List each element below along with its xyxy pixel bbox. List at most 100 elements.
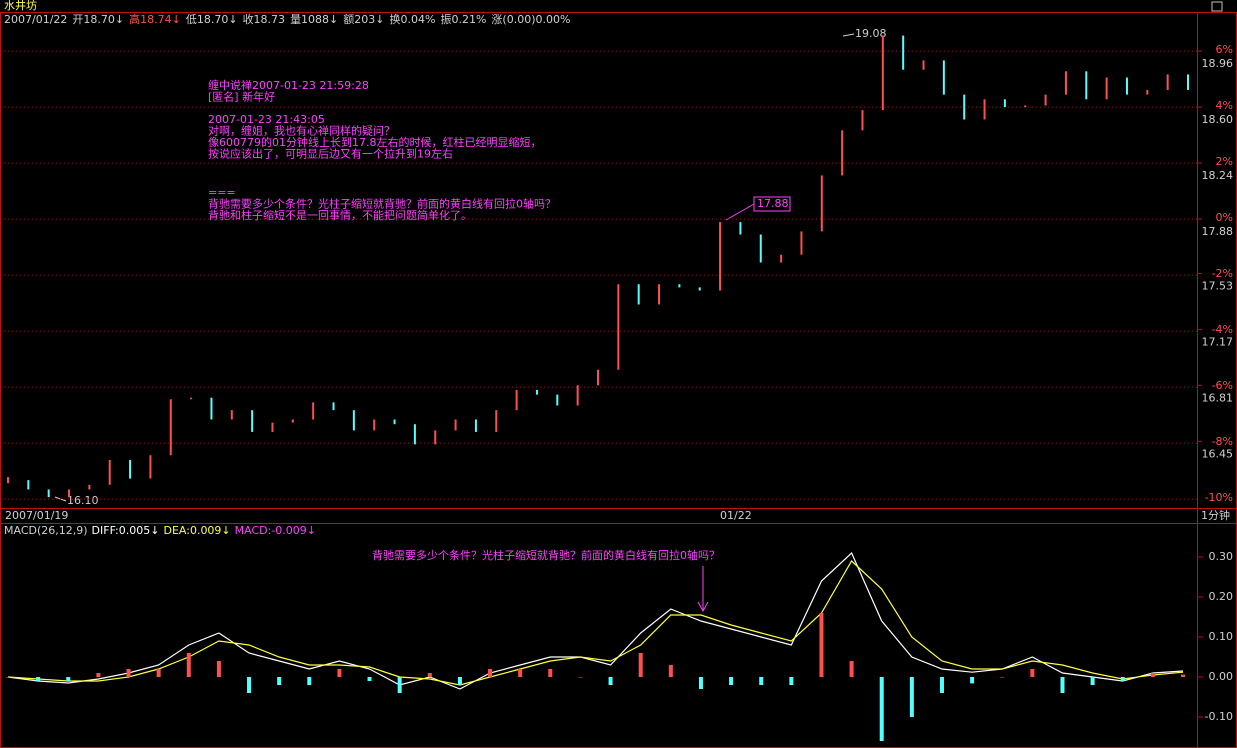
y2-tick-label: 6% [1216, 43, 1233, 56]
y-tick-label: 0.00 [1209, 670, 1234, 683]
macd-bar [759, 677, 764, 685]
macd-bar [247, 677, 252, 693]
comment-line: 背驰和柱子缩短不是一回事情，不能把问题简单化了。 [208, 208, 472, 222]
macd-bar [126, 669, 131, 677]
macd-bar [337, 669, 342, 677]
comment-line: 对啊，缠姐，我也有心禅同样的疑问？ [208, 124, 395, 138]
annotation: 19.08 [855, 27, 887, 40]
macd-bar [909, 677, 914, 717]
macd-bar [939, 677, 944, 693]
annotation: 17.88 [757, 197, 789, 210]
header-item: 涨(0.00)0.00% [491, 13, 570, 26]
y2-tick-label: -8% [1212, 435, 1233, 448]
macd-note: 背驰需要多少个条件？光柱子缩短就背驰？前面的黄白线有回拉0轴吗？ [372, 548, 720, 562]
macd-line [7, 560, 1184, 686]
header-item: 开18.70↓ [72, 13, 124, 26]
macd-bar [1120, 677, 1125, 681]
y-tick-label: 18.60 [1202, 113, 1234, 126]
header-item: 低18.70↓ [186, 13, 238, 26]
macd-bar [578, 677, 583, 678]
macd-bar [879, 677, 884, 741]
note-arrow-head [697, 601, 709, 613]
macd-bar [427, 673, 432, 677]
macd-bar [518, 669, 523, 677]
macd-bar [729, 677, 734, 685]
header-item: 量1088↓ [290, 13, 338, 26]
header-item: 振0.21% [440, 12, 486, 26]
period-label[interactable]: 1分钟 [1201, 508, 1230, 522]
y2-tick-label: -4% [1212, 323, 1233, 336]
macd-bar [6, 677, 10, 678]
y2-tick-label: 2% [1216, 155, 1233, 168]
y2-tick-label: 0% [1216, 211, 1233, 224]
macd-bar [698, 677, 703, 689]
macd-bar [367, 677, 372, 681]
y-tick-label: -0.10 [1205, 710, 1233, 723]
macd-bar [488, 669, 493, 677]
macd-bar [789, 677, 794, 685]
x-label: 01/22 [720, 509, 752, 522]
y-tick-label: 17.17 [1202, 335, 1234, 348]
annotation-line [842, 33, 855, 37]
header-item: 收18.73 [243, 12, 286, 26]
legend-entry: MACD:-0.009↓ [235, 524, 316, 537]
y-tick-label: 0.10 [1209, 630, 1234, 643]
macd-bar [1090, 677, 1095, 685]
macd-bar [36, 677, 41, 681]
annotation: 16.10 [67, 494, 99, 507]
header-item: 换0.04% [390, 12, 436, 26]
legend-title: MACD(26,12,9) [4, 524, 88, 537]
x-label: 2007/01/19 [5, 509, 68, 522]
macd-bar [1150, 673, 1155, 677]
y-tick-label: 16.81 [1202, 391, 1234, 404]
macd-bar [66, 677, 71, 681]
comment-line: 背驰需要多少个条件？光柱子缩短就背驰？前面的黄白线有回拉0轴吗？ [208, 197, 556, 211]
y-tick-label: 18.96 [1202, 57, 1234, 70]
macd-bar [668, 665, 673, 677]
header-item: 2007/01/22 [4, 13, 67, 26]
y-tick-label: 17.53 [1202, 279, 1234, 292]
y-tick-label: 16.45 [1202, 447, 1234, 460]
macd-bar [1060, 677, 1065, 693]
macd-bar [457, 677, 462, 685]
y2-tick-label: -2% [1212, 267, 1233, 280]
macd-bar [819, 613, 824, 677]
window-icon[interactable] [1211, 1, 1223, 12]
y-tick-label: 18.24 [1202, 169, 1234, 182]
macd-bar [96, 673, 101, 677]
macd-bar [638, 653, 643, 677]
macd-bar [156, 669, 161, 677]
comment-line: 缠中说禅2007-01-23 21:59:28 [208, 78, 369, 92]
macd-bar [186, 653, 191, 677]
comment-line: === [208, 186, 236, 199]
macd-bar [397, 677, 402, 693]
macd-bar [608, 677, 613, 685]
y-tick-label: 0.20 [1209, 590, 1234, 603]
macd-bar [277, 677, 282, 685]
header-item: 额203↓ [343, 13, 384, 26]
macd-bar [849, 661, 854, 677]
legend-entry: DIFF:0.005↓ [92, 524, 160, 537]
macd-bar [307, 677, 312, 685]
macd-line [7, 551, 1184, 690]
annotation-box [753, 196, 791, 212]
macd-bar [1000, 677, 1005, 678]
comment-line: 像600779的01分钟线上长到17.8左右的时候，红柱已经明显缩短， [208, 135, 541, 149]
stock-title: 水井坊 [4, 0, 37, 12]
comment-line: [匿名] 新年好 [208, 90, 275, 104]
comment-line: 按说应该出了，可明显后边又有一个拉升到19左右 [208, 147, 453, 161]
macd-bar [1030, 669, 1035, 677]
y2-tick-label: -6% [1212, 379, 1233, 392]
comment-line: 2007-01-23 21:43:05 [208, 113, 325, 126]
y2-tick-label: -10% [1205, 491, 1233, 504]
macd-bar [548, 669, 553, 677]
y2-tick-label: 4% [1216, 99, 1233, 112]
annotation-line [725, 203, 755, 221]
y-tick-label: 0.30 [1209, 550, 1234, 563]
legend-entry: DEA:0.009↓ [163, 524, 230, 537]
macd-bar [1181, 674, 1185, 677]
header-item: 高18.74↓ [129, 12, 181, 26]
macd-bar [216, 661, 221, 677]
